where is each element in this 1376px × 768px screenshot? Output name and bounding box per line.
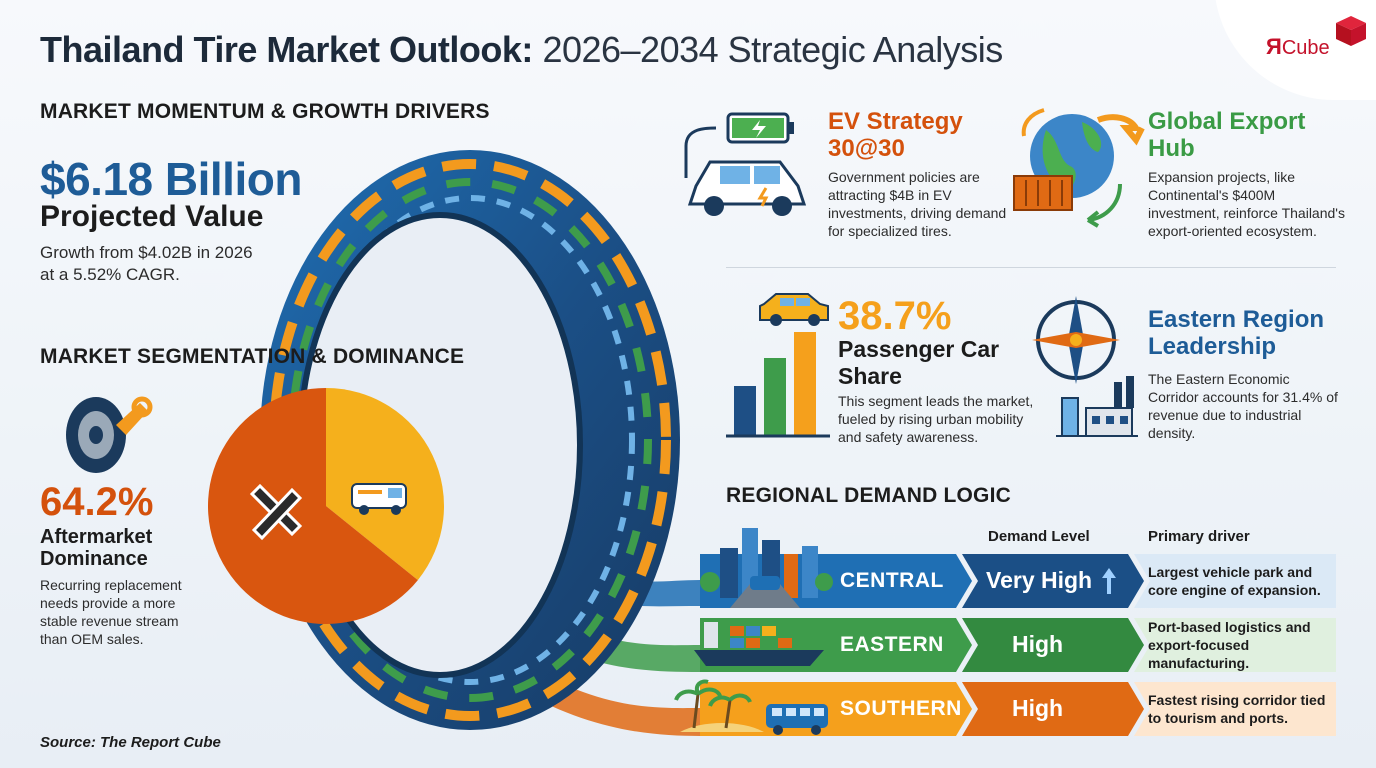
column-head-primary-driver: Primary driver	[1148, 528, 1250, 545]
pie-slice-aftermarket	[208, 388, 418, 624]
primary-driver-southern: Fastest rising corridor tied to tourism …	[1148, 692, 1326, 726]
export-hub-title: Global Export Hub	[1148, 108, 1306, 162]
region-band-southern-level	[962, 682, 1144, 736]
logo: ЯCube	[1266, 34, 1330, 60]
region-band-southern-driver	[1134, 682, 1336, 736]
title-bold: Thailand Tire Market Outlook:	[40, 29, 533, 70]
region-band-central-driver	[1134, 554, 1336, 608]
region-band-eastern-driver	[1134, 618, 1336, 672]
region-band-central-level	[962, 554, 1144, 608]
source-credit: Source: The Report Cube	[40, 734, 221, 751]
tire-wrench-icon	[66, 396, 153, 473]
segmentation-heading: MARKET SEGMENTATION & DOMINANCE	[40, 345, 465, 368]
passenger-percent: 38.7%	[838, 294, 952, 338]
demand-level-central: Very High	[986, 567, 1093, 593]
section-divider	[726, 267, 1336, 268]
projected-value: $6.18 Billion	[40, 153, 302, 205]
projected-value-label: Projected Value	[40, 200, 264, 233]
region-label-central: CENTRAL	[840, 569, 944, 592]
beach-bus-icon	[674, 679, 828, 735]
region-band-eastern-level	[962, 618, 1144, 672]
passenger-description: This segment leads the market, fueled by…	[838, 393, 1034, 445]
demand-level-southern: High	[1012, 695, 1064, 721]
logo-letter: Я	[1266, 34, 1282, 59]
regional-heading: REGIONAL DEMAND LOGIC	[726, 484, 1011, 507]
eastern-leadership-title: Eastern Region Leadership	[1148, 306, 1325, 360]
cube-icon	[1336, 16, 1366, 46]
aftermarket-percent: 64.2%	[40, 480, 154, 524]
globe-container-icon	[1013, 108, 1145, 228]
column-head-demand-level: Demand Level	[988, 528, 1090, 545]
primary-driver-central: Largest vehicle park and core engine of …	[1148, 564, 1321, 598]
passenger-label: Passenger Car Share	[838, 336, 1000, 389]
eastern-leadership-description: The Eastern Economic Corridor accounts f…	[1148, 371, 1338, 441]
page-title: Thailand Tire Market Outlook: 2026–2034 …	[40, 26, 1003, 74]
export-hub-description: Expansion projects, like Continental's $…	[1148, 169, 1345, 239]
ev-strategy-title: EV Strategy 30@30	[828, 108, 963, 162]
compass-factory-icon	[1032, 296, 1138, 437]
bar-growth-icon	[726, 293, 830, 438]
title-light: 2026–2034 Strategic Analysis	[542, 29, 1003, 70]
wrench-icon	[249, 483, 303, 541]
growth-description: Growth from $4.02B in 2026 at a 5.52% CA…	[40, 243, 253, 284]
aftermarket-label: Aftermarket Dominance	[40, 526, 153, 570]
cargo-ship-icon	[694, 622, 824, 666]
momentum-heading: MARKET MOMENTUM & GROWTH DRIVERS	[40, 100, 490, 123]
van-icon	[351, 483, 407, 515]
region-label-southern: SOUTHERN	[840, 697, 962, 720]
primary-driver-eastern: Port-based logistics and export-focused …	[1148, 619, 1311, 671]
ev-car-icon	[684, 112, 807, 216]
ev-strategy-description: Government policies are attracting $4B i…	[828, 169, 1007, 239]
aftermarket-description: Recurring replacement needs provide a mo…	[40, 577, 182, 647]
demand-level-eastern: High	[1012, 631, 1064, 657]
city-skyline-icon	[700, 528, 833, 608]
logo-word: Cube	[1281, 37, 1330, 59]
aftermarket-pie-chart	[208, 388, 444, 624]
arrow-up-icon	[1102, 568, 1116, 594]
region-label-eastern: EASTERN	[840, 633, 944, 656]
